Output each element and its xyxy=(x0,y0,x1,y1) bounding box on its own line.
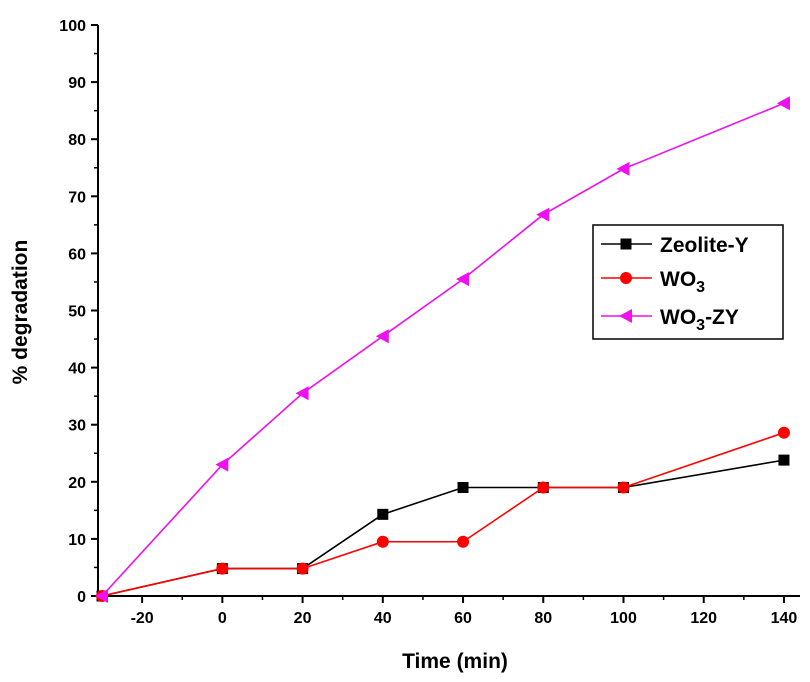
data-point xyxy=(777,426,790,439)
series-line xyxy=(101,459,785,597)
data-point xyxy=(375,329,389,344)
axes: 0 10 20 30 40 50 60 70 80 90 100 -20 0 20 40 60 80 100 120… xyxy=(59,18,800,627)
y-tick-label: 0 xyxy=(77,589,86,606)
legend-label: WO3 xyxy=(660,268,705,296)
data-point xyxy=(216,562,229,575)
x-tick-label: 60 xyxy=(454,610,472,627)
legend-label: WO3-ZY xyxy=(660,306,739,334)
legend-marker xyxy=(620,238,632,250)
y-tick-label: 90 xyxy=(68,75,86,92)
x-tick-label: 100 xyxy=(610,610,637,627)
data-point xyxy=(215,457,229,472)
y-tick-label: 50 xyxy=(68,304,86,321)
x-tick-label: 80 xyxy=(534,610,552,627)
data-point xyxy=(457,482,469,494)
data-point xyxy=(778,454,790,466)
data-point xyxy=(536,207,550,222)
data-point xyxy=(617,481,630,494)
x-tick-label: 140 xyxy=(771,610,798,627)
y-tick-label: 10 xyxy=(68,532,86,549)
y-tick-label: 30 xyxy=(68,418,86,435)
data-point xyxy=(95,589,109,603)
x-tick-label: 0 xyxy=(218,610,227,627)
y-tick-label: 70 xyxy=(68,189,86,206)
series-layer xyxy=(95,96,790,603)
x-tick-label: -20 xyxy=(131,610,154,627)
series-line xyxy=(101,431,785,597)
legend-label: Zeolite-Y xyxy=(660,234,749,257)
series-1 xyxy=(96,426,790,602)
series-line xyxy=(101,102,785,597)
legend-marker xyxy=(620,272,632,284)
x-axis-title: Time (min) xyxy=(402,650,508,673)
data-point xyxy=(296,562,309,575)
y-tick-label: 80 xyxy=(68,132,86,149)
x-tick-label: 20 xyxy=(294,610,312,627)
series-2 xyxy=(95,96,790,603)
data-point xyxy=(776,96,790,111)
y-tick-label: 100 xyxy=(59,18,86,35)
x-tick-label: 120 xyxy=(690,610,717,627)
legend: Zeolite-Y WO3 WO3-ZY xyxy=(592,224,784,340)
data-point xyxy=(616,161,630,176)
data-point xyxy=(295,386,309,401)
y-axis-title: % degradation xyxy=(9,240,32,385)
data-point xyxy=(376,535,389,548)
data-point xyxy=(377,508,389,520)
y-tick-label: 60 xyxy=(68,246,86,263)
data-point xyxy=(456,272,470,287)
data-point xyxy=(537,481,550,494)
series-0 xyxy=(96,454,790,602)
y-tick-label: 20 xyxy=(68,475,86,492)
x-tick-label: 40 xyxy=(374,610,392,627)
data-point xyxy=(457,535,470,548)
y-tick-label: 40 xyxy=(68,361,86,378)
legend-marker xyxy=(619,309,632,323)
